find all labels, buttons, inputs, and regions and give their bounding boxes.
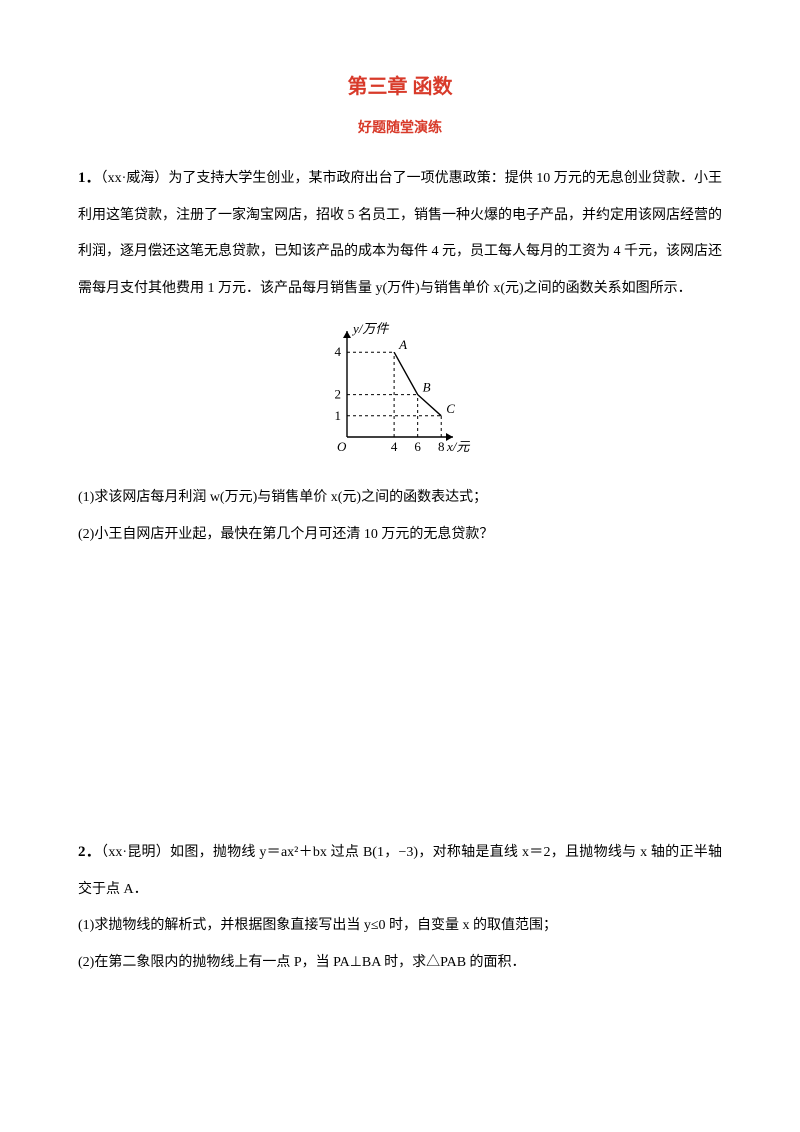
problem-1-source: （xx·威海） xyxy=(101,171,169,186)
svg-text:4: 4 xyxy=(391,439,398,454)
chapter-subtitle: 好题随堂演练 xyxy=(78,117,722,137)
problem-1-q1: (1)求该网店每月利润 w(万元)与销售单价 x(元)之间的函数表达式； xyxy=(78,480,722,516)
chart-1: A BC 4 6 8 1 2 4 Oy/万件 x/元 xyxy=(315,317,485,457)
problem-1: 1．（xx·威海）为了支持大学生创业，某市政府出台了一项优惠政策：提供 10 万… xyxy=(78,159,722,307)
svg-text:2: 2 xyxy=(335,387,342,402)
svg-text:6: 6 xyxy=(414,439,421,454)
svg-text:8: 8 xyxy=(438,439,445,454)
svg-text:O: O xyxy=(337,439,347,454)
problem-2-q1: (1)求抛物线的解析式，并根据图象直接写出当 y≤0 时，自变量 x 的取值范围… xyxy=(78,908,722,944)
problem-2-q2: (2)在第二象限内的抛物线上有一点 P，当 PA⊥BA 时，求△PAB 的面积． xyxy=(78,945,722,981)
problem-1-text: 为了支持大学生创业，某市政府出台了一项优惠政策：提供 10 万元的无息创业贷款．… xyxy=(78,171,722,296)
problem-2-text: 如图，抛物线 y＝ax²＋bx 过点 B(1，−3)，对称轴是直线 x＝2，且抛… xyxy=(78,845,722,897)
svg-text:y/万件: y/万件 xyxy=(351,321,389,336)
problem-2: 2．（xx·昆明）如图，抛物线 y＝ax²＋bx 过点 B(1，−3)，对称轴是… xyxy=(78,833,722,908)
spacer xyxy=(78,553,722,833)
svg-text:x/元: x/元 xyxy=(446,439,470,454)
svg-text:B: B xyxy=(423,380,431,395)
svg-text:4: 4 xyxy=(335,344,342,359)
chapter-title: 第三章 函数 xyxy=(78,70,722,99)
chart-1-container: A BC 4 6 8 1 2 4 Oy/万件 x/元 xyxy=(78,317,722,462)
svg-text:A: A xyxy=(398,337,407,352)
problem-1-num: 1． xyxy=(78,170,101,186)
svg-text:C: C xyxy=(446,401,455,416)
problem-1-q2: (2)小王自网店开业起，最快在第几个月可还清 10 万元的无息贷款？ xyxy=(78,517,722,553)
svg-text:1: 1 xyxy=(335,408,342,423)
problem-2-source: （xx·昆明） xyxy=(101,845,170,860)
problem-2-num: 2． xyxy=(78,844,101,860)
